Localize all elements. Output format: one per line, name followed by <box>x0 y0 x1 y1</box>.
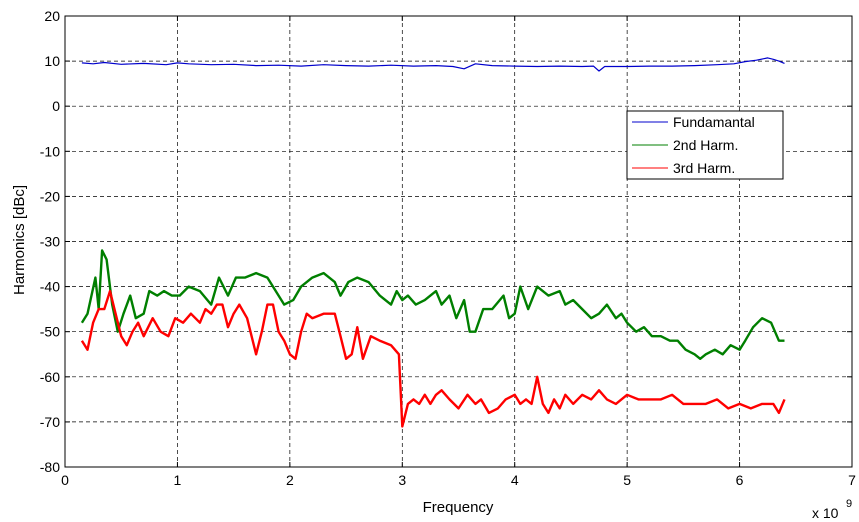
x-tick-label: 5 <box>623 472 631 488</box>
x-tick-label: 0 <box>61 472 69 488</box>
y-tick-label: -80 <box>40 459 60 475</box>
tick-marks <box>64 15 853 468</box>
y-tick-label: 10 <box>44 53 60 69</box>
y-tick-label: -60 <box>40 369 60 385</box>
series-line-2nd-harm <box>80 249 785 360</box>
x-tick-label: 6 <box>736 472 744 488</box>
series-group <box>80 57 786 428</box>
y-tick-label: 0 <box>52 98 60 114</box>
x-tick-label: 7 <box>848 472 856 488</box>
y-tick-label: 20 <box>44 8 60 24</box>
legend: Fundamantal 2nd Harm. 3rd Harm. <box>626 110 784 180</box>
tick-labels: 0 1 2 3 4 5 6 7 20 10 0 -10 -20 -30 -40 -50 -60 -70 -80 <box>40 8 856 488</box>
series-line-fundamantal <box>81 57 785 72</box>
y-tick-label: -20 <box>40 188 60 204</box>
y-tick-label: -70 <box>40 414 60 430</box>
legend-label-fundamantal: Fundamantal <box>673 114 755 130</box>
series-line-3rd-harm <box>80 289 786 428</box>
legend-label-3rd-harm: 3rd Harm. <box>673 160 735 176</box>
x-axis-label: Frequency <box>423 499 494 516</box>
x-multiplier-exponent: 9 <box>846 498 852 510</box>
grid-lines <box>65 16 852 467</box>
x-tick-label: 1 <box>174 472 182 488</box>
y-tick-label: -30 <box>40 234 60 250</box>
x-tick-label: 2 <box>286 472 294 488</box>
legend-label-2nd-harm: 2nd Harm. <box>673 137 738 153</box>
y-axis-label: Harmonics [dBc] <box>11 185 28 295</box>
y-tick-label: -50 <box>40 324 60 340</box>
y-tick-label: -40 <box>40 279 60 295</box>
x-multiplier-label: x 10 <box>812 505 839 521</box>
x-tick-label: 3 <box>398 472 406 488</box>
y-tick-label: -10 <box>40 143 60 159</box>
x-tick-label: 4 <box>511 472 519 488</box>
